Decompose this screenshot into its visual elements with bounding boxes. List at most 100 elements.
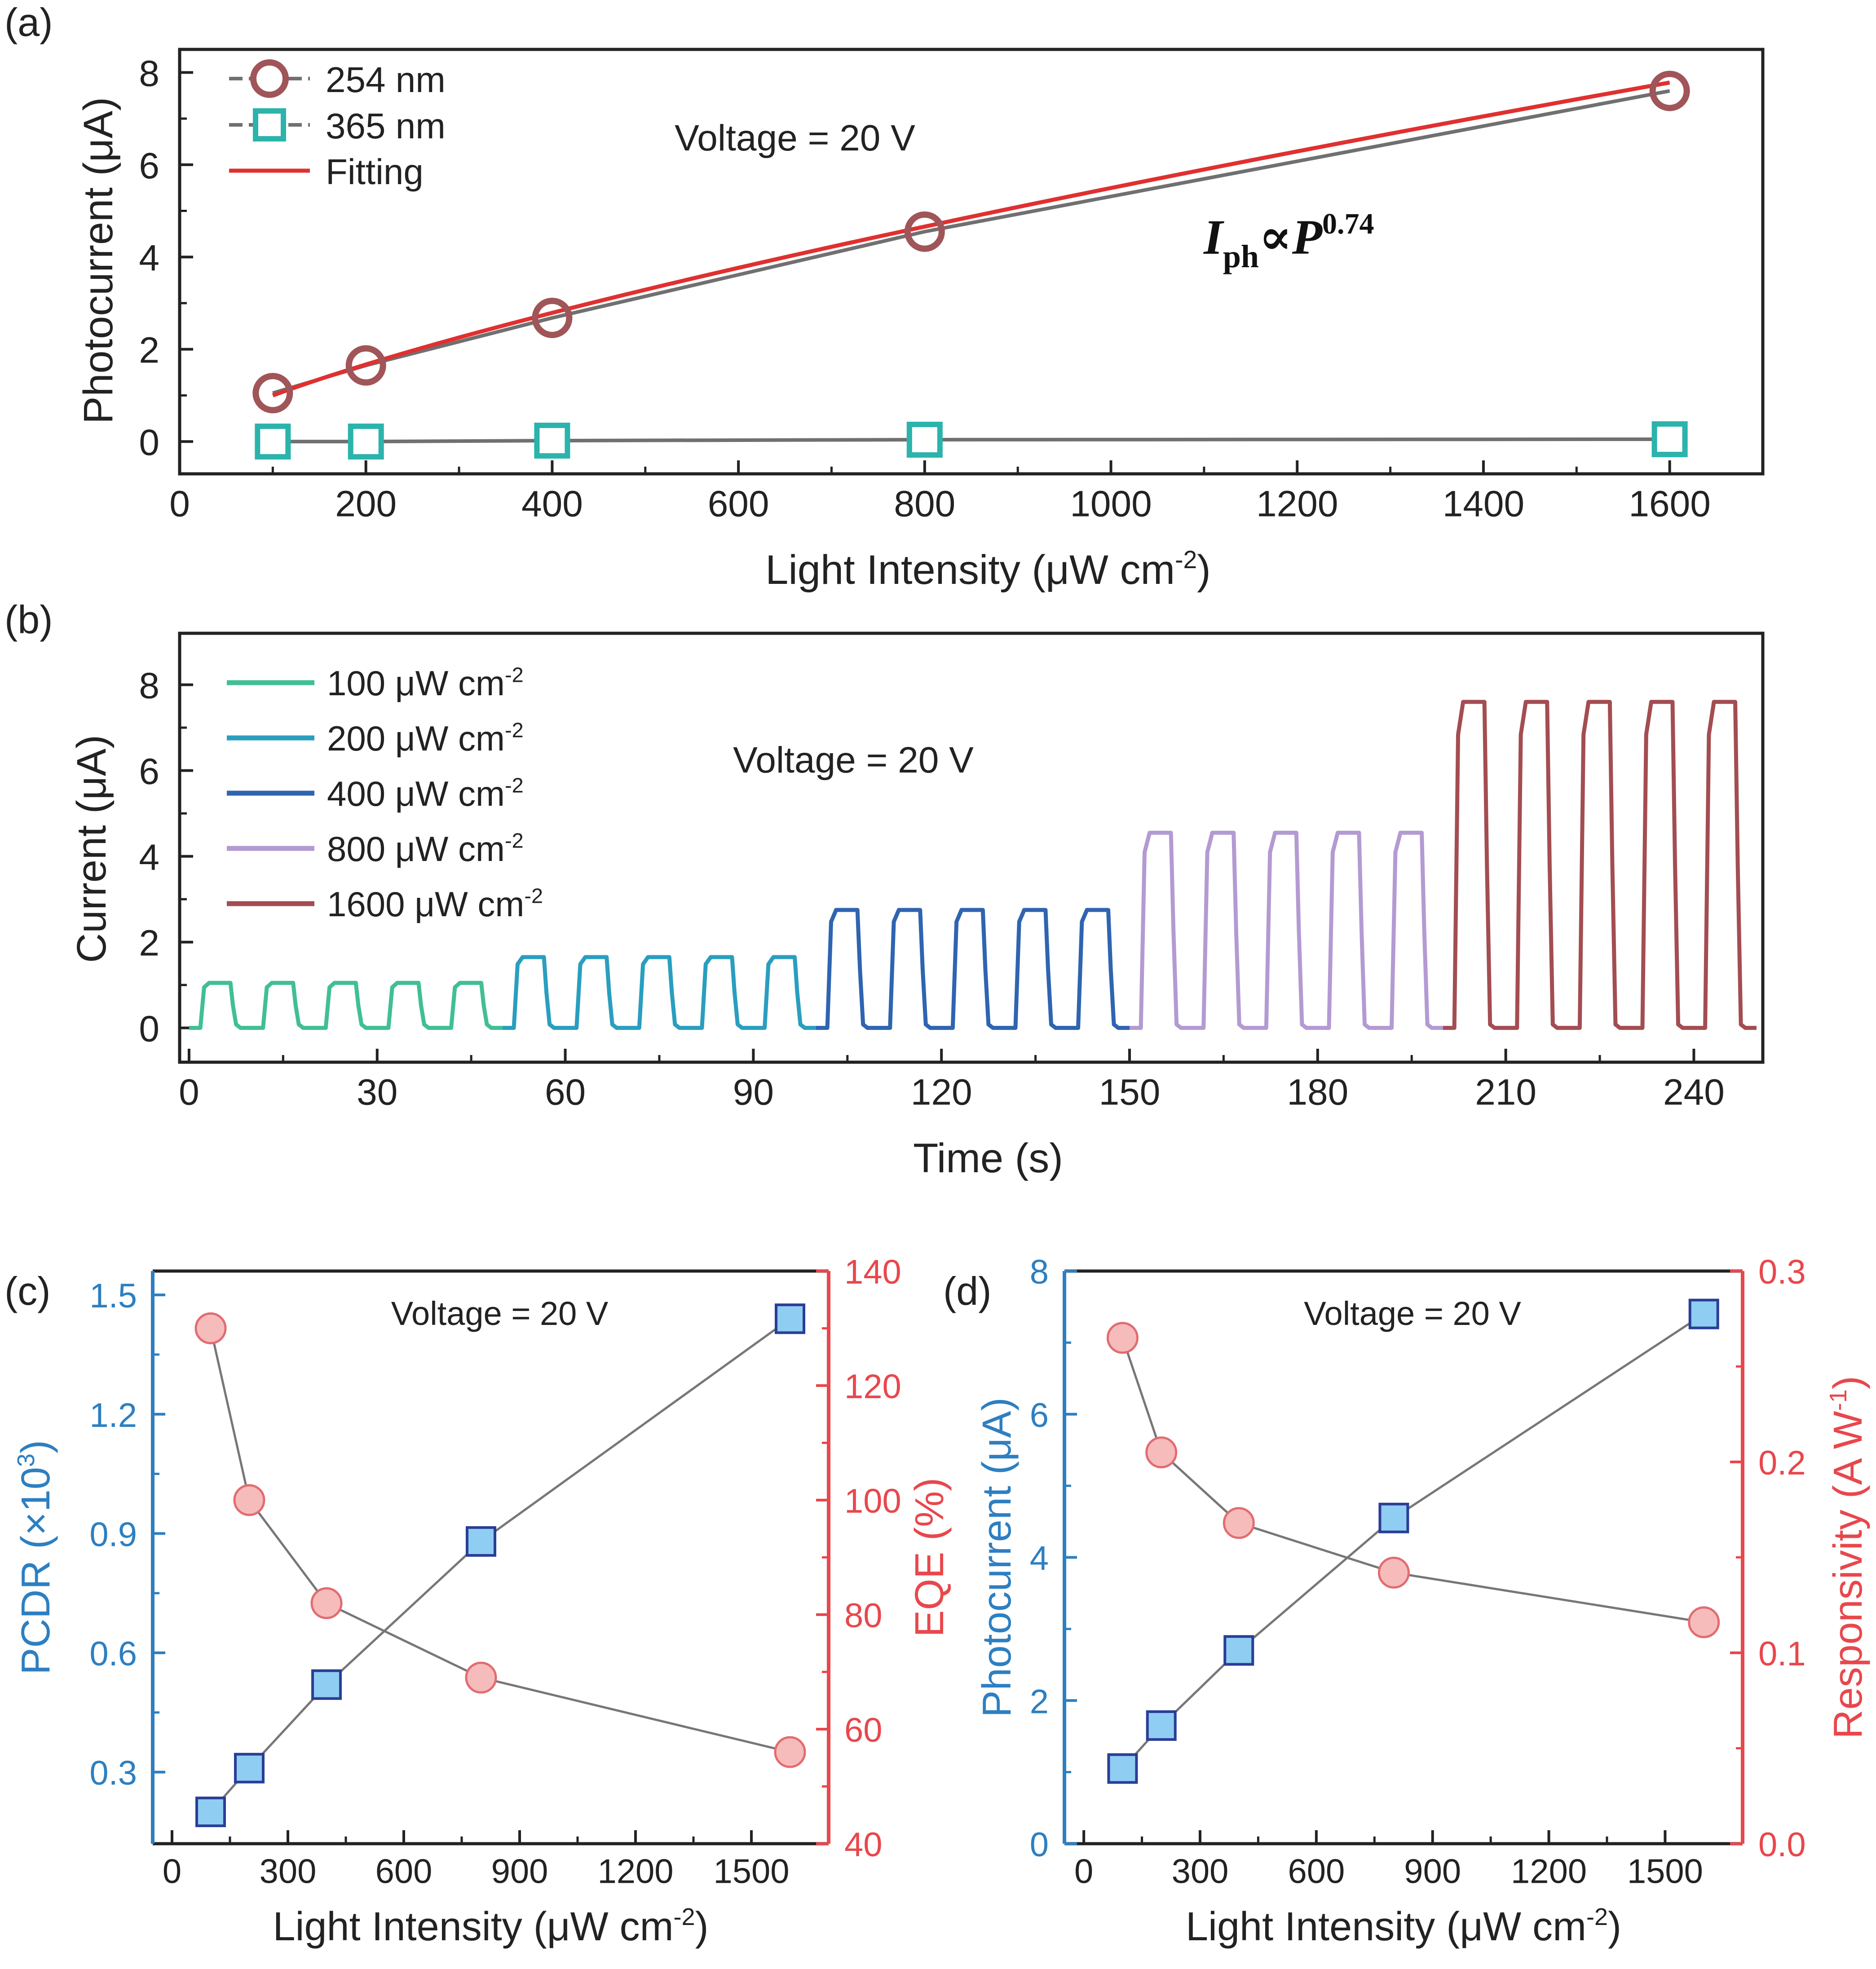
left-y-tick-label: 1.5 (89, 1277, 137, 1315)
legend-label-2-part: -2 (505, 773, 524, 797)
point-365nm (1651, 421, 1688, 457)
series-365nm-line (273, 437, 1670, 444)
legend-label-3-part: -2 (505, 829, 524, 852)
x-tick-label: 150 (1099, 1072, 1161, 1113)
left-series-point (1223, 1635, 1254, 1666)
y-tick-label: 6 (139, 751, 159, 792)
right-series-line (1121, 1337, 1704, 1624)
legend-label-4-part: 1600 μW cm (327, 884, 524, 924)
legend-label-0-part: 100 μW cm (327, 663, 505, 703)
left-series-line (1121, 1313, 1705, 1770)
x-tick-label: 180 (1287, 1072, 1348, 1113)
left-y-tick-label: 1.2 (89, 1396, 137, 1435)
y-tick-label: 8 (139, 53, 159, 94)
left-series-point (775, 1303, 805, 1334)
legend-label-3-part: 800 μW cm (327, 829, 505, 869)
x-axis-label-part: Light Intensity (μW cm (273, 1904, 673, 1949)
x-tick-label: 1200 (1256, 483, 1338, 524)
left-series-point (1378, 1502, 1409, 1533)
x-tick-label: 600 (1288, 1852, 1345, 1890)
y-tick-label: 0 (139, 1009, 159, 1050)
left-y-axis-label: PCDR (×103) (13, 1440, 58, 1675)
left-y-tick-label: 0.9 (89, 1515, 137, 1554)
y-axis-label: Current (μA) (69, 735, 115, 963)
formula-part: 0.74 (1322, 207, 1374, 240)
left-y-tick-label: 2 (1030, 1682, 1049, 1721)
left-y-tick-label: 8 (1030, 1253, 1049, 1291)
right-series-point (465, 1661, 497, 1694)
x-tick-label: 600 (708, 483, 769, 524)
legend-label-4: 1600 μW cm-2 (327, 884, 543, 924)
series-trace-3 (1130, 830, 1443, 1030)
left-series-point (234, 1753, 265, 1784)
x-axis-label-part: ) (1608, 1904, 1621, 1949)
formula-part: ph (1223, 238, 1259, 274)
legend-365nm-label: 365 nm (326, 106, 446, 146)
panel-label-c: (c) (4, 1269, 51, 1313)
legend-365nm-marker (253, 108, 286, 141)
legend-label-2: 400 μW cm-2 (327, 773, 524, 813)
x-tick-label: 1500 (713, 1852, 789, 1890)
panel-c: 0 300 600 900 1200 1500 0.3 0.6 0.9 1.2 1.5 40 60 80 1… (4, 1253, 952, 1949)
point-254nm (345, 345, 386, 386)
right-y-tick-label: 40 (844, 1826, 883, 1864)
series-254nm-line (272, 89, 1670, 395)
y-tick-label: 0 (139, 422, 159, 463)
right-y-tick-label: 0.3 (1758, 1253, 1806, 1291)
y-axis-label: Photocurrent (μA) (75, 97, 121, 424)
right-y-tick-label: 140 (844, 1253, 901, 1291)
x-axis-label-part: -2 (1586, 1903, 1608, 1930)
left-series-point (311, 1669, 342, 1700)
x-axis-label-part: -2 (674, 1903, 695, 1930)
left-y-tick-label: 0 (1030, 1826, 1049, 1864)
right-y-axis-label-part: Responsivity (A W (1826, 1411, 1871, 1739)
x-tick-label: 240 (1663, 1072, 1725, 1113)
panel-b-frame (178, 631, 1765, 1064)
right-series-point (310, 1587, 343, 1619)
y-tick-label: 8 (139, 666, 159, 706)
legend-254nm-label: 254 nm (326, 60, 446, 100)
y-tick-label: 6 (139, 146, 159, 186)
right-series-point (774, 1736, 806, 1768)
panel-d: 0 300 600 900 1200 1500 0 2 4 6 8 0.0 0.1 0.2 0.3 (d) Li… (943, 1253, 1871, 1949)
right-series-point (194, 1312, 227, 1344)
left-series-point (466, 1526, 496, 1557)
right-series-point (1223, 1507, 1255, 1539)
left-y-tick-label: 0.6 (89, 1635, 137, 1673)
y-tick-label: 2 (139, 923, 159, 964)
left-y-tick-label: 4 (1030, 1540, 1049, 1578)
right-series-point (1106, 1322, 1139, 1354)
right-y-tick-label: 0.1 (1758, 1635, 1806, 1673)
right-y-tick-label: 0.0 (1758, 1826, 1806, 1864)
y-tick-label: 2 (139, 330, 159, 371)
right-y-axis-label-part: ) (1826, 1376, 1871, 1389)
right-y-axis-label: Responsivity (A W-1) (1825, 1376, 1871, 1739)
x-axis-label-part: ) (1197, 547, 1211, 593)
x-tick-label: 90 (733, 1072, 774, 1113)
right-y-tick-label: 60 (844, 1711, 883, 1749)
x-tick-label: 300 (1172, 1852, 1229, 1890)
point-365nm (534, 423, 570, 459)
voltage-annotation: Voltage = 20 V (391, 1295, 609, 1332)
x-tick-label: 1400 (1443, 483, 1524, 524)
x-tick-label: 0 (1074, 1852, 1093, 1890)
point-365nm (348, 424, 384, 460)
right-series-line (209, 1328, 790, 1753)
x-axis-label-part: ) (695, 1904, 709, 1949)
point-254nm (252, 373, 293, 414)
x-tick-label: 120 (911, 1072, 972, 1113)
point-254nm (1649, 71, 1690, 111)
left-series-point (1688, 1298, 1719, 1329)
x-tick-label: 1000 (1070, 483, 1152, 524)
right-y-tick-label: 0.2 (1758, 1444, 1806, 1482)
fitting-formula: Iph∝P0.74 (1203, 207, 1374, 274)
x-tick-label: 1600 (1629, 483, 1710, 524)
x-tick-label: 800 (894, 483, 955, 524)
x-tick-label: 400 (521, 483, 583, 524)
x-tick-label: 0 (169, 483, 190, 524)
x-tick-label: 900 (491, 1852, 548, 1890)
panel-b: 0 30 60 90 120 150 180 210 240 0 2 4 6 8 (b) Time (s) Cu… (4, 597, 1765, 1181)
right-series-point (233, 1484, 265, 1516)
legend-label-1-part: 200 μW cm (327, 719, 505, 758)
left-series-point (1107, 1753, 1138, 1784)
